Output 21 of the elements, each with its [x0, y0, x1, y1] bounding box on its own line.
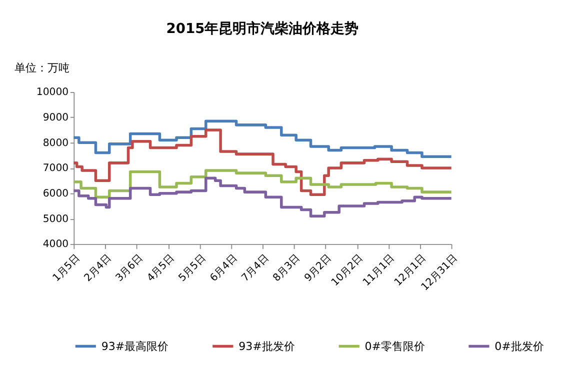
x-tick-label: 6月4日: [208, 252, 240, 284]
x-tick-label: 5月5日: [176, 252, 208, 284]
x-tick-label: 2月4日: [82, 252, 114, 284]
legend-label: 93#批发价: [238, 340, 295, 353]
y-axis-title: 单位：万吨: [14, 61, 70, 74]
legend-label: 0#批发价: [494, 340, 544, 353]
y-tick-label: 10000: [36, 87, 69, 98]
x-tick-label: 3月6日: [114, 252, 146, 284]
legend-label: 93#最高限价: [101, 340, 169, 353]
x-tick-label: 1月5日: [51, 252, 82, 284]
legend-label: 0#零售限价: [364, 340, 426, 353]
x-tick-label: 7月4日: [240, 252, 271, 284]
y-tick-label: 5000: [42, 214, 69, 225]
chart-title: 2015年昆明市汽柴油价格走势: [166, 20, 359, 38]
x-tick-label: 4月5日: [146, 252, 177, 284]
y-tick-label: 7000: [42, 163, 69, 174]
y-tick-label: 4000: [42, 239, 69, 250]
y-tick-label: 9000: [42, 112, 69, 124]
x-tick-label: 8月3日: [271, 252, 302, 284]
y-tick-label: 6000: [42, 188, 69, 200]
y-tick-label: 8000: [42, 138, 69, 149]
